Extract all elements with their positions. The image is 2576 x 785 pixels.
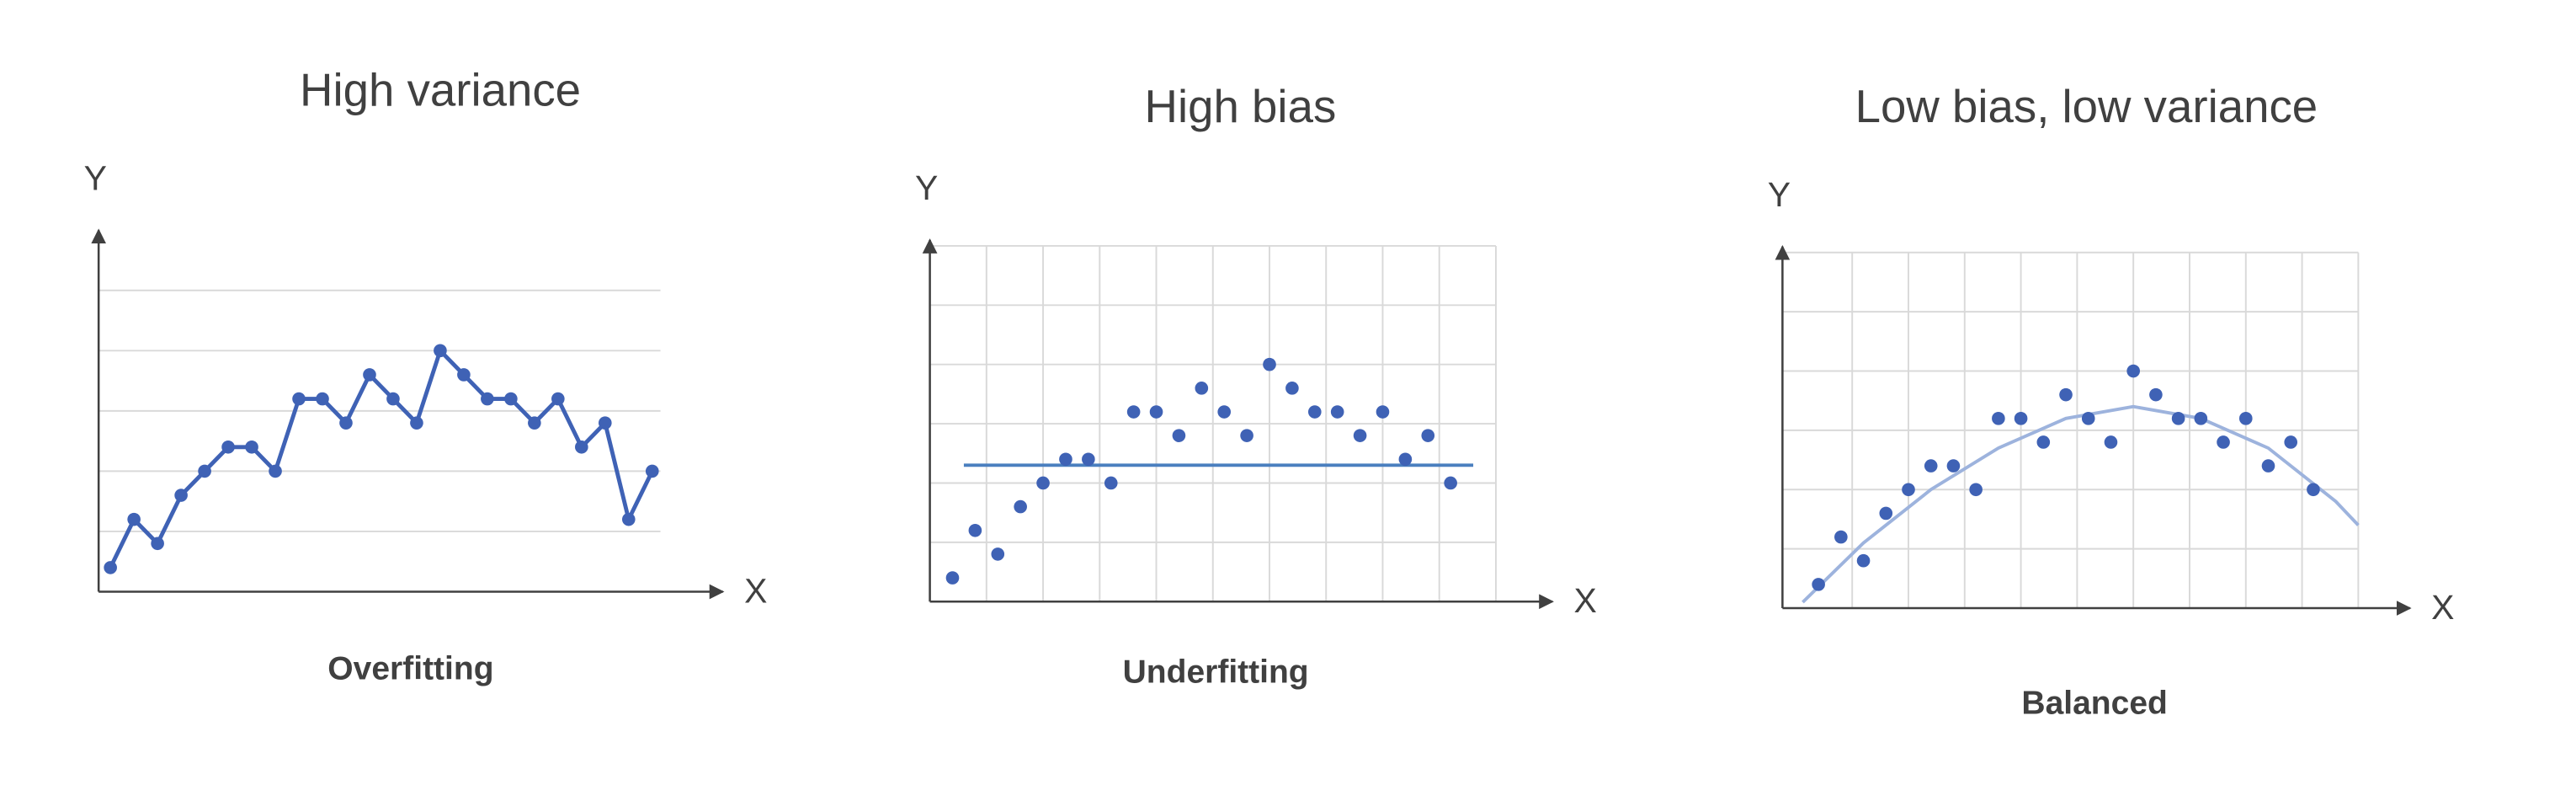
chart-caption: Balanced xyxy=(2021,685,2167,721)
data-point xyxy=(528,416,541,430)
data-point xyxy=(1082,452,1095,467)
data-point xyxy=(2036,435,2051,449)
y-axis-label: Y xyxy=(84,158,107,197)
data-point xyxy=(2126,364,2140,378)
data-point xyxy=(1263,357,1276,371)
data-point xyxy=(1330,405,1344,419)
data-point xyxy=(2014,412,2028,425)
data-point xyxy=(1969,483,1983,497)
fit-line xyxy=(1802,404,2360,604)
data-point xyxy=(1992,412,2005,425)
data-point xyxy=(104,561,117,574)
data-point xyxy=(1285,382,1299,395)
data-point xyxy=(1149,405,1163,419)
data-point xyxy=(645,464,659,478)
data-point xyxy=(1834,530,1848,544)
data-point xyxy=(1421,429,1435,442)
data-point xyxy=(151,537,164,551)
data-point xyxy=(2081,412,2095,425)
data-point xyxy=(174,489,188,502)
data-point xyxy=(1376,405,1390,419)
data-point xyxy=(221,440,235,454)
data-line xyxy=(108,346,654,569)
data-point xyxy=(434,344,447,358)
data-point xyxy=(621,512,636,526)
chart-title: Low bias, low variance xyxy=(1855,81,2318,132)
data-point xyxy=(1924,459,1938,473)
data-point xyxy=(410,416,423,430)
chart: High bias Underfitting X Y xyxy=(915,81,1597,690)
chart-caption: Overfitting xyxy=(327,650,493,686)
x-axis-label: X xyxy=(2431,588,2454,627)
data-point xyxy=(245,440,258,454)
data-point xyxy=(2149,387,2163,402)
data-point xyxy=(2284,435,2298,449)
chart: Low bias, low variance Balanced X Y xyxy=(1768,81,2455,721)
data-point xyxy=(1240,429,1253,442)
data-point xyxy=(2238,412,2253,425)
data-point xyxy=(1104,476,1118,490)
data-point xyxy=(504,392,518,406)
data-point xyxy=(1059,452,1072,467)
y-axis-label: Y xyxy=(915,168,938,207)
data-point xyxy=(1014,499,1027,514)
data-point xyxy=(2171,412,2185,425)
data-point xyxy=(945,571,960,585)
data-point xyxy=(339,416,353,430)
data-point xyxy=(1879,506,1893,521)
data-point xyxy=(1398,452,1413,467)
data-point xyxy=(269,464,282,478)
data-point xyxy=(2307,483,2320,497)
x-axis-label: X xyxy=(1574,581,1597,620)
data-point xyxy=(1036,476,1050,490)
data-point xyxy=(1217,405,1232,419)
chart-caption: Underfitting xyxy=(1123,654,1309,690)
data-point xyxy=(127,512,141,526)
x-axis-label: X xyxy=(744,571,767,610)
data-point xyxy=(386,392,400,406)
chart-title: High variance xyxy=(300,65,581,116)
data-point xyxy=(1444,476,1457,490)
data-point xyxy=(968,523,982,537)
data-point xyxy=(1307,405,1322,419)
data-point xyxy=(2194,412,2208,425)
chart-title: High bias xyxy=(1145,81,1337,132)
y-axis-label: Y xyxy=(1768,175,1791,214)
data-point xyxy=(457,368,471,382)
data-point xyxy=(1126,405,1141,419)
data-point xyxy=(1946,459,1961,473)
data-point xyxy=(2104,435,2118,449)
data-point xyxy=(1856,553,1871,568)
data-point xyxy=(292,392,306,406)
data-point xyxy=(481,392,494,406)
data-point xyxy=(551,392,565,406)
data-point xyxy=(2261,459,2275,473)
data-point xyxy=(316,392,329,406)
data-point xyxy=(1195,382,1209,395)
data-point xyxy=(1172,429,1186,442)
data-point xyxy=(1812,578,1825,591)
data-point xyxy=(363,368,376,382)
data-point xyxy=(1353,429,1367,442)
data-point xyxy=(198,464,211,478)
data-point xyxy=(991,547,1005,561)
data-point xyxy=(598,416,612,430)
data-point xyxy=(2217,435,2230,449)
data-point xyxy=(2059,387,2073,402)
data-point xyxy=(575,440,588,454)
data-point xyxy=(1902,483,1915,497)
chart: High variance Overfitting X Y xyxy=(84,65,768,687)
